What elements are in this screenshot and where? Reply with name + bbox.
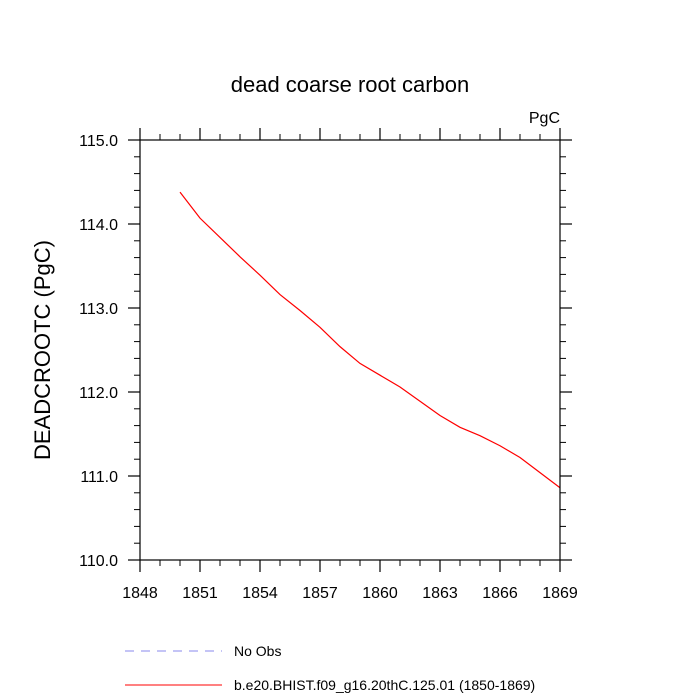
y-tick-label: 115.0 bbox=[79, 133, 118, 150]
x-tick-label: 1851 bbox=[182, 585, 218, 602]
x-tick-label: 1866 bbox=[482, 585, 518, 602]
legend-label: b.e20.BHIST.f09_g16.20thC.125.01 (1850-1… bbox=[234, 677, 535, 693]
x-tick-labels: 1848 1851 1854 1857 1860 1863 1866 1869 bbox=[122, 585, 578, 602]
units-label: PgC bbox=[529, 110, 560, 127]
y-tick-label: 113.0 bbox=[79, 301, 118, 318]
y-axis-title: DEADCROOTC (PgC) bbox=[30, 240, 55, 460]
legend: No Obs b.e20.BHIST.f09_g16.20thC.125.01 (… bbox=[125, 643, 535, 693]
x-tick-label: 1869 bbox=[542, 585, 578, 602]
series-lines bbox=[179, 191, 561, 489]
x-tick-label: 1857 bbox=[302, 585, 338, 602]
x-tick-label: 1854 bbox=[242, 585, 278, 602]
y-tick-labels: 110.0 111.0 112.0 113.0 114.0 115.0 bbox=[79, 133, 118, 570]
minor-ticks bbox=[134, 134, 566, 566]
x-tick-label: 1848 bbox=[122, 585, 158, 602]
series-line bbox=[179, 191, 561, 489]
plot-frame bbox=[139, 139, 561, 561]
y-tick-label: 112.0 bbox=[79, 385, 118, 402]
legend-label: No Obs bbox=[234, 643, 281, 659]
y-tick-label: 110.0 bbox=[79, 553, 118, 570]
x-tick-label: 1860 bbox=[362, 585, 398, 602]
x-tick-label: 1863 bbox=[422, 585, 458, 602]
y-tick-label: 111.0 bbox=[80, 469, 118, 486]
y-tick-label: 114.0 bbox=[79, 217, 118, 234]
major-ticks bbox=[128, 128, 572, 572]
chart-title: dead coarse root carbon bbox=[231, 72, 470, 97]
